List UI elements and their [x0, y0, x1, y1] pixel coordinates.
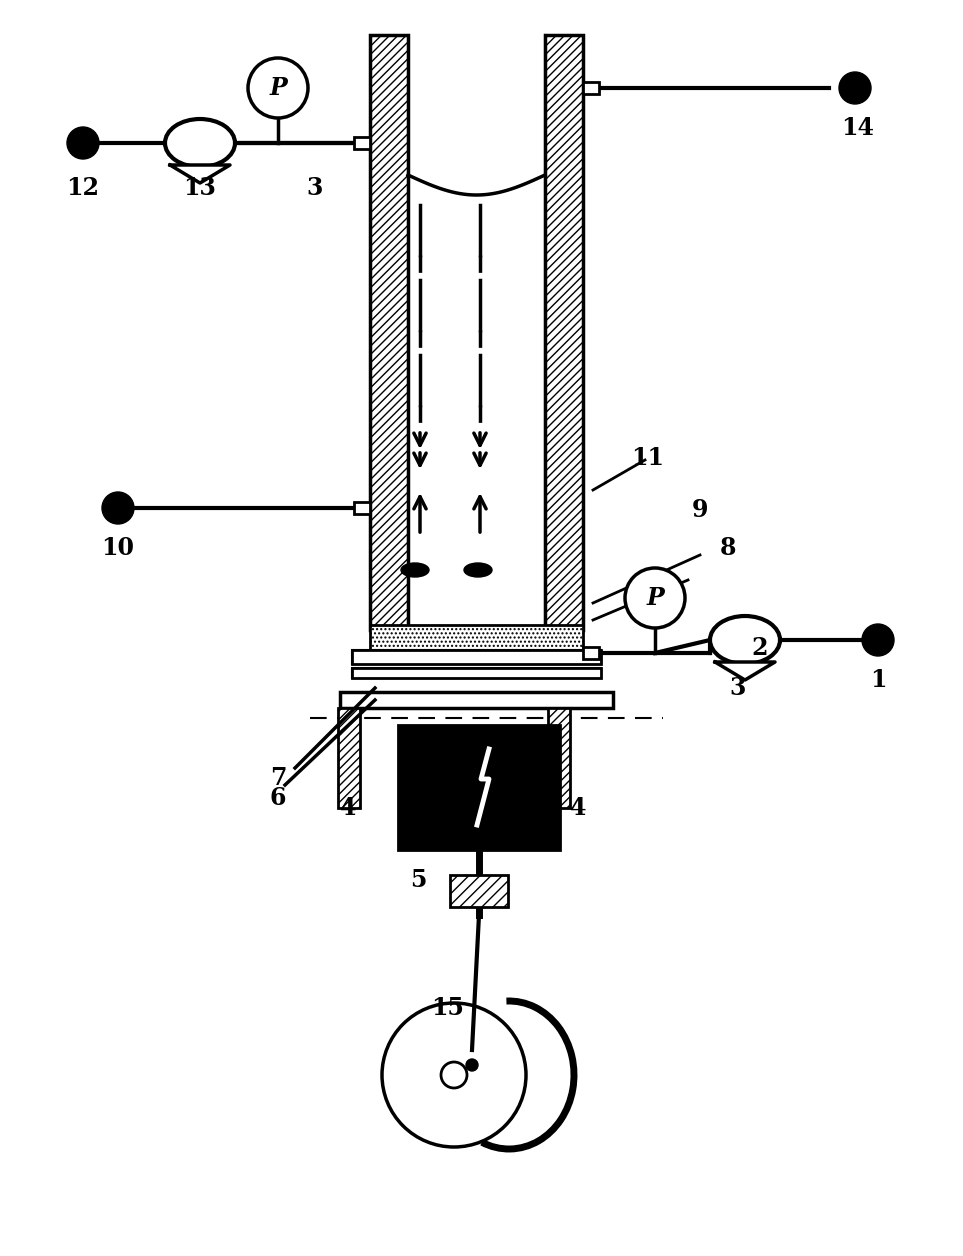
- Text: 13: 13: [184, 176, 217, 200]
- Bar: [352, 651, 601, 664]
- Bar: [352, 668, 601, 678]
- Circle shape: [625, 568, 685, 628]
- Bar: [355, 669, 598, 676]
- Text: 8: 8: [719, 536, 737, 560]
- Circle shape: [248, 58, 308, 118]
- Text: P: P: [646, 587, 664, 610]
- Bar: [548, 708, 570, 808]
- Bar: [352, 651, 601, 664]
- Text: 7: 7: [270, 766, 286, 790]
- Bar: [354, 502, 370, 514]
- Text: 4: 4: [570, 796, 586, 820]
- Circle shape: [382, 1004, 526, 1147]
- Text: 3: 3: [730, 676, 746, 700]
- Bar: [354, 137, 370, 149]
- Bar: [583, 82, 599, 94]
- Circle shape: [102, 492, 134, 524]
- Ellipse shape: [464, 563, 492, 577]
- Text: 14: 14: [842, 116, 874, 139]
- Circle shape: [466, 1059, 478, 1071]
- Text: 4: 4: [340, 796, 356, 820]
- Text: 12: 12: [66, 176, 99, 200]
- Circle shape: [839, 72, 871, 104]
- Ellipse shape: [710, 615, 780, 664]
- Text: 2: 2: [752, 636, 768, 659]
- Bar: [450, 875, 508, 907]
- Bar: [340, 692, 613, 708]
- Text: 9: 9: [691, 497, 708, 522]
- Text: 11: 11: [632, 446, 664, 470]
- Text: 6: 6: [270, 786, 286, 810]
- Text: P: P: [269, 77, 287, 100]
- Bar: [338, 708, 360, 808]
- Bar: [545, 35, 583, 631]
- Circle shape: [67, 127, 99, 160]
- Text: 3: 3: [307, 176, 324, 200]
- Text: 10: 10: [101, 536, 135, 560]
- Bar: [370, 35, 408, 631]
- Text: 1: 1: [870, 668, 886, 692]
- Bar: [352, 668, 601, 678]
- Bar: [370, 625, 583, 652]
- Bar: [408, 35, 545, 631]
- Circle shape: [862, 624, 894, 656]
- Polygon shape: [715, 662, 775, 679]
- Ellipse shape: [401, 563, 429, 577]
- Bar: [355, 652, 598, 662]
- Bar: [583, 647, 599, 659]
- Text: 15: 15: [431, 996, 464, 1020]
- Polygon shape: [170, 165, 230, 183]
- Bar: [398, 725, 560, 850]
- Circle shape: [441, 1063, 467, 1088]
- Text: 5: 5: [410, 868, 427, 892]
- Ellipse shape: [165, 119, 235, 167]
